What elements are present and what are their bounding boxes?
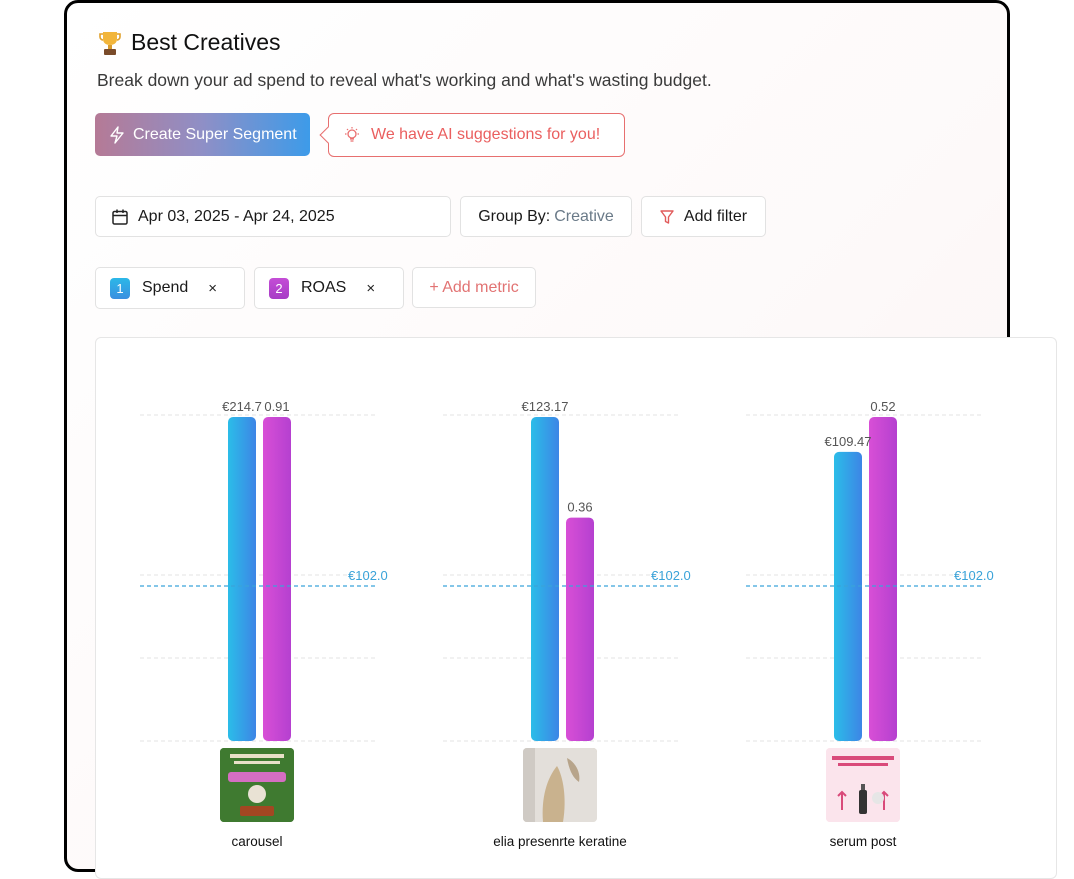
metric-chip-roas[interactable]: 2 ROAS × [254,267,404,309]
group-by-selector[interactable]: Group By: Creative [460,196,632,237]
metric-name: ROAS [301,279,347,296]
add-filter-button[interactable]: Add filter [641,196,766,237]
image-icon [826,748,900,822]
reference-line-label: €102.0 [954,568,994,583]
bar-roas [869,417,897,741]
date-range-value: Apr 03, 2025 - Apr 24, 2025 [138,207,335,225]
date-range-picker[interactable]: Apr 03, 2025 - Apr 24, 2025 [95,196,451,237]
page-title: Best Creatives [99,29,281,56]
trophy-icon [99,31,121,55]
bar-chart: €214.7 0.91 €102.0 €123.17 0.36 €102.0 €109.47… [140,399,994,742]
creative-thumbnail-carousel[interactable] [220,748,294,822]
creative-thumbnail-elia[interactable] [523,748,597,822]
filter-icon [660,209,674,224]
image-icon [523,748,597,822]
ai-suggestions-text: We have AI suggestions for you! [371,126,601,143]
bar-spend [531,417,559,741]
group-by-value: Creative [554,207,614,225]
data-label-spend: €109.47 [825,434,872,449]
data-label-roas: 0.91 [264,399,289,414]
reference-line-label: €102.0 [348,568,388,583]
create-super-segment-button[interactable]: Create Super Segment [95,113,310,156]
data-label-spend: €123.17 [522,399,569,414]
bar-roas [263,417,291,741]
add-filter-label: Add filter [683,207,748,225]
creative-caption: carousel [231,834,283,849]
metric-name: Spend [142,279,189,296]
lightning-icon [110,125,124,144]
image-icon [220,748,294,822]
metric-chip-spend[interactable]: 1 Spend × [95,267,245,309]
metric-index-badge: 2 [269,277,289,299]
data-label-roas: 0.52 [870,399,895,414]
bar-spend [834,451,862,741]
page-title-text: Best Creatives [131,29,281,55]
create-super-segment-label: Create Super Segment [133,125,297,143]
remove-metric-icon[interactable]: × [366,279,376,297]
lightbulb-icon [345,127,359,142]
bar-roas [566,517,594,741]
creative-thumbnail-serum[interactable] [826,748,900,822]
data-label-roas: 0.36 [567,500,592,515]
calendar-icon [112,209,128,225]
group-by-label: Group By: [478,207,551,225]
remove-metric-icon[interactable]: × [208,279,218,297]
page-subtitle: Break down your ad spend to reveal what'… [97,70,712,90]
creative-caption: elia presenrte keratine [493,834,627,849]
creative-caption: serum post [829,834,897,849]
metric-index-badge: 1 [110,277,130,299]
reference-line-label: €102.0 [651,568,691,583]
add-metric-button[interactable]: + Add metric [412,267,536,308]
bar-spend [228,417,256,741]
ai-suggestions-callout[interactable]: We have AI suggestions for you! [328,113,625,157]
data-label-spend: €214.7 [222,399,262,414]
